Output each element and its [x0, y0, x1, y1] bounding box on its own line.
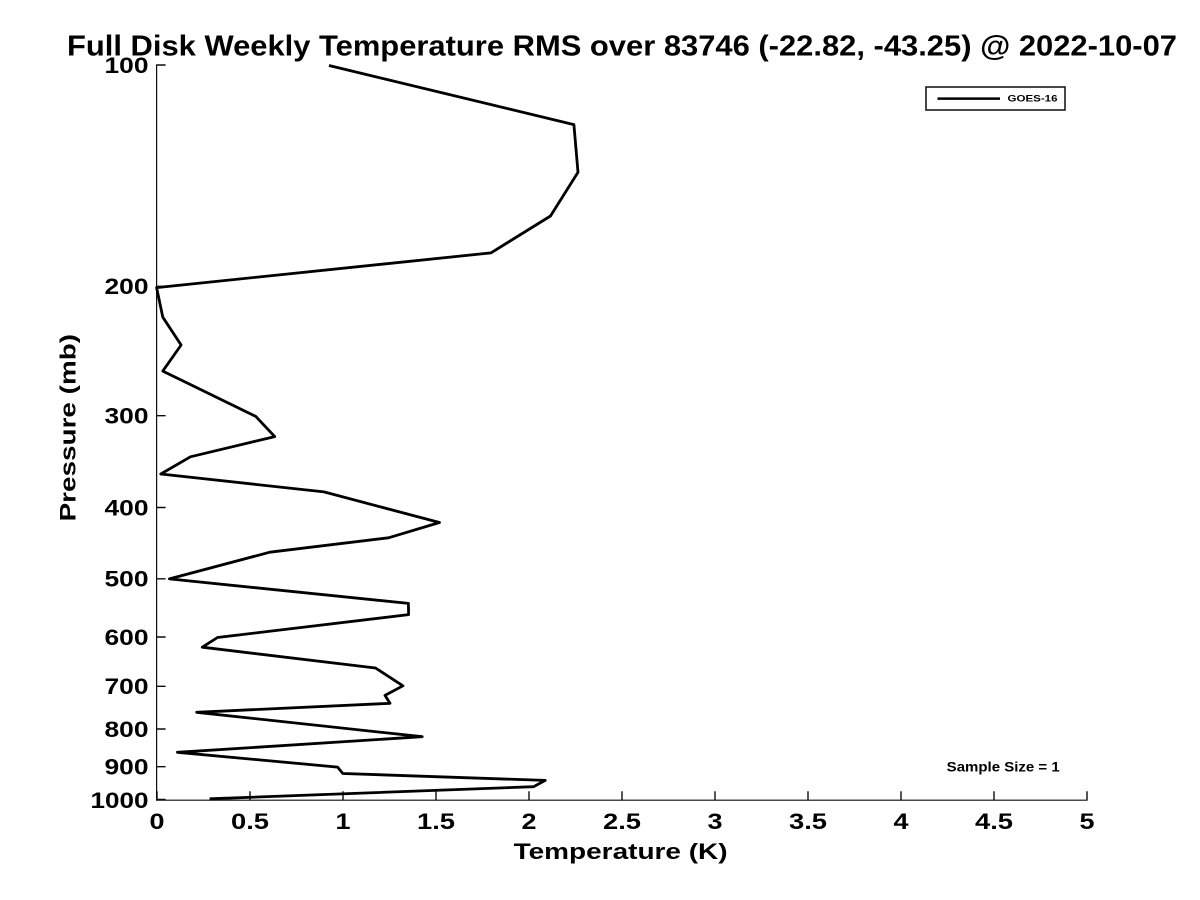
svg-text:GOES-16: GOES-16: [1008, 94, 1058, 105]
svg-text:0: 0: [150, 809, 165, 834]
svg-text:Full Disk Weekly Temperature R: Full Disk Weekly Temperature RMS over 83…: [67, 31, 1177, 63]
svg-text:2.5: 2.5: [603, 809, 641, 834]
svg-text:500: 500: [105, 567, 149, 592]
svg-text:5: 5: [1080, 809, 1095, 834]
svg-text:4: 4: [894, 809, 910, 834]
svg-text:700: 700: [105, 674, 149, 699]
svg-text:400: 400: [105, 495, 149, 520]
svg-text:1000: 1000: [91, 788, 149, 813]
svg-text:Pressure (mb): Pressure (mb): [56, 334, 81, 522]
svg-text:200: 200: [105, 274, 149, 299]
svg-text:Sample Size = 1: Sample Size = 1: [947, 759, 1060, 775]
svg-text:800: 800: [105, 717, 149, 742]
svg-text:2: 2: [522, 809, 537, 834]
svg-text:4.5: 4.5: [975, 809, 1013, 834]
svg-text:900: 900: [105, 755, 149, 780]
svg-text:0.5: 0.5: [231, 809, 269, 834]
svg-text:3.5: 3.5: [789, 809, 827, 834]
svg-text:100: 100: [105, 53, 149, 78]
svg-text:1: 1: [336, 809, 351, 834]
svg-text:1.5: 1.5: [417, 809, 455, 834]
svg-text:Temperature (K): Temperature (K): [514, 839, 728, 864]
svg-text:3: 3: [708, 809, 723, 834]
svg-text:600: 600: [105, 625, 149, 650]
svg-text:300: 300: [105, 404, 149, 429]
